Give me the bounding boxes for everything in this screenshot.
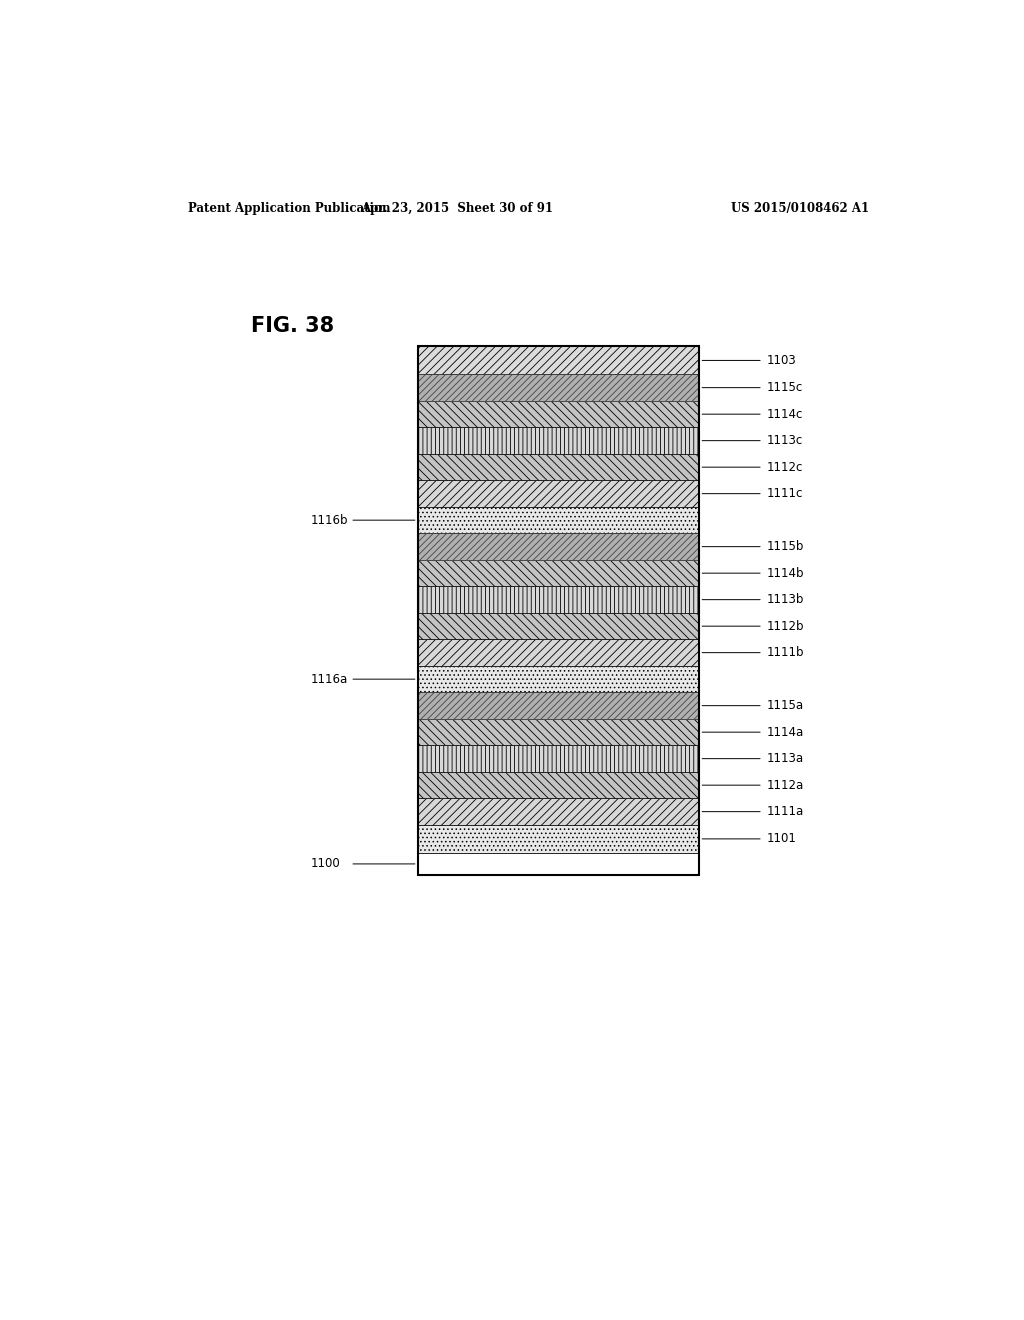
Bar	[418, 428, 699, 454]
Text: Apr. 23, 2015  Sheet 30 of 91: Apr. 23, 2015 Sheet 30 of 91	[361, 202, 553, 215]
Bar	[418, 772, 699, 799]
Text: 1115a: 1115a	[767, 700, 804, 713]
Text: 1115c: 1115c	[767, 381, 803, 395]
Text: 1113b: 1113b	[767, 593, 804, 606]
Text: 1114c: 1114c	[767, 408, 803, 421]
Bar	[418, 507, 699, 533]
Text: 1103: 1103	[767, 354, 797, 367]
Text: 1114b: 1114b	[767, 566, 804, 579]
Bar	[418, 560, 699, 586]
Text: 1111b: 1111b	[767, 647, 804, 659]
Bar	[418, 612, 699, 639]
Bar	[418, 719, 699, 746]
Text: 1111c: 1111c	[767, 487, 803, 500]
Bar	[418, 639, 699, 665]
Bar	[418, 533, 699, 560]
Text: 1101: 1101	[767, 833, 797, 845]
Bar	[418, 853, 699, 875]
Bar	[418, 665, 699, 693]
Bar	[418, 454, 699, 480]
Text: 1116a: 1116a	[310, 673, 348, 685]
Bar	[418, 533, 699, 560]
Text: 1112a: 1112a	[767, 779, 804, 792]
Text: 1116b: 1116b	[310, 513, 348, 527]
Bar	[418, 586, 699, 612]
Bar	[418, 799, 699, 825]
Text: 1114a: 1114a	[767, 726, 804, 739]
Bar	[418, 346, 699, 875]
Text: 1100: 1100	[310, 858, 340, 870]
Bar	[418, 375, 699, 401]
Text: 1111a: 1111a	[767, 805, 804, 818]
Bar	[418, 825, 699, 853]
Bar	[418, 693, 699, 719]
Bar	[418, 375, 699, 401]
Text: 1113c: 1113c	[767, 434, 803, 447]
Text: 1112c: 1112c	[767, 461, 803, 474]
Bar	[418, 746, 699, 772]
Text: FIG. 38: FIG. 38	[251, 315, 334, 337]
Text: US 2015/0108462 A1: US 2015/0108462 A1	[731, 202, 869, 215]
Bar	[418, 346, 699, 375]
Text: 1112b: 1112b	[767, 619, 804, 632]
Bar	[418, 693, 699, 719]
Text: 1115b: 1115b	[767, 540, 804, 553]
Bar	[418, 401, 699, 428]
Text: 1113a: 1113a	[767, 752, 804, 766]
Text: Patent Application Publication: Patent Application Publication	[187, 202, 390, 215]
Bar	[418, 480, 699, 507]
